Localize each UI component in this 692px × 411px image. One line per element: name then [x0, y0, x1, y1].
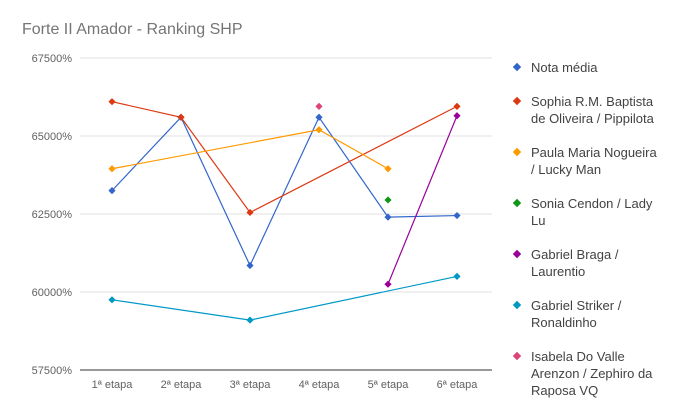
legend-label-line: Ronaldinho [531, 315, 597, 330]
legend-label: Gabriel Striker / Ronaldinho [531, 298, 622, 330]
legend-label-line: Arenzon / Zephiro da [531, 366, 653, 381]
legend-marker [512, 300, 522, 310]
x-tick-label: 3ª etapa [230, 379, 272, 391]
data-point [384, 196, 392, 204]
data-point [384, 165, 392, 173]
legend-label-line: de Oliveira / Pippilota [531, 111, 655, 126]
legend-label-line: Sophia R.M. Baptista [531, 94, 654, 109]
data-point [315, 113, 323, 121]
series-layer [108, 98, 461, 324]
legend-label-line: Lu [531, 213, 545, 228]
data-point [108, 165, 116, 173]
data-point [315, 126, 323, 134]
data-point [384, 280, 392, 288]
data-point [453, 272, 461, 280]
series-4 [384, 112, 461, 288]
x-tick-label: 4ª etapa [299, 379, 341, 391]
data-point [453, 112, 461, 120]
series-2 [108, 126, 392, 173]
legend-label-line: Laurentio [531, 264, 585, 279]
data-point [246, 261, 254, 270]
grid-layer: 57500% 60000% 62500% 65000% 67500% 1ª etapa 2ª… [32, 53, 492, 391]
chart-title: Forte II Amador - Ranking SHP [22, 21, 243, 38]
data-point [384, 213, 392, 221]
legend-label: Nota média [531, 60, 598, 75]
series-3 [384, 196, 392, 204]
y-tick-label: 67500% [32, 53, 73, 65]
series-6 [315, 102, 323, 110]
legend-marker [512, 96, 522, 106]
data-point [108, 98, 116, 106]
legend-label-line: Gabriel Striker / [531, 298, 622, 313]
y-tick-label: 65000% [32, 131, 73, 143]
data-point [177, 113, 185, 121]
legend-marker [512, 351, 522, 361]
legend-label: Gabriel Braga / Laurentio [531, 247, 619, 279]
series-0 [108, 113, 461, 270]
y-tick-label: 57500% [32, 365, 73, 377]
y-tick-label: 62500% [32, 209, 73, 221]
legend-label: Isabela Do Valle Arenzon / Zephiro da Rapo… [531, 349, 653, 398]
series-line [111, 275, 458, 321]
data-point [246, 316, 254, 324]
series-line [387, 115, 458, 285]
legend-label-line: Gabriel Braga / [531, 247, 619, 262]
series-line [111, 116, 458, 267]
x-tick-label: 2ª etapa [161, 379, 203, 391]
legend-label-line: Sonia Cendon / Lady [531, 196, 653, 211]
series-5 [108, 272, 461, 324]
legend-marker [512, 62, 522, 72]
legend-label-line: Nota média [531, 60, 598, 75]
legend-label: Sonia Cendon / Lady Lu [531, 196, 653, 228]
data-point [246, 208, 254, 217]
legend-marker [512, 198, 522, 208]
legend-label-line: Isabela Do Valle [531, 349, 625, 364]
series-line [111, 101, 458, 214]
x-tick-label: 1ª etapa [92, 379, 134, 391]
legend-label-line: Paula Maria Nogueira [531, 145, 658, 160]
legend: Nota média Sophia R.M. Baptista de Oliveir… [512, 60, 658, 398]
legend-marker [512, 147, 522, 157]
data-point [108, 296, 116, 304]
x-tick-label: 5ª etapa [368, 379, 410, 391]
y-tick-label: 60000% [32, 287, 73, 299]
data-point [453, 211, 461, 220]
data-point [315, 102, 323, 110]
data-point [453, 102, 461, 110]
legend-label: Paula Maria Nogueira / Lucky Man [531, 145, 658, 177]
legend-label-line: Raposa VQ [531, 383, 598, 398]
x-tick-label: 6ª etapa [437, 379, 479, 391]
legend-marker [512, 249, 522, 259]
legend-label: Sophia R.M. Baptista de Oliveira / Pippil… [531, 94, 655, 126]
legend-label-line: / Lucky Man [531, 162, 601, 177]
series-1 [108, 98, 461, 217]
data-point [108, 187, 116, 195]
